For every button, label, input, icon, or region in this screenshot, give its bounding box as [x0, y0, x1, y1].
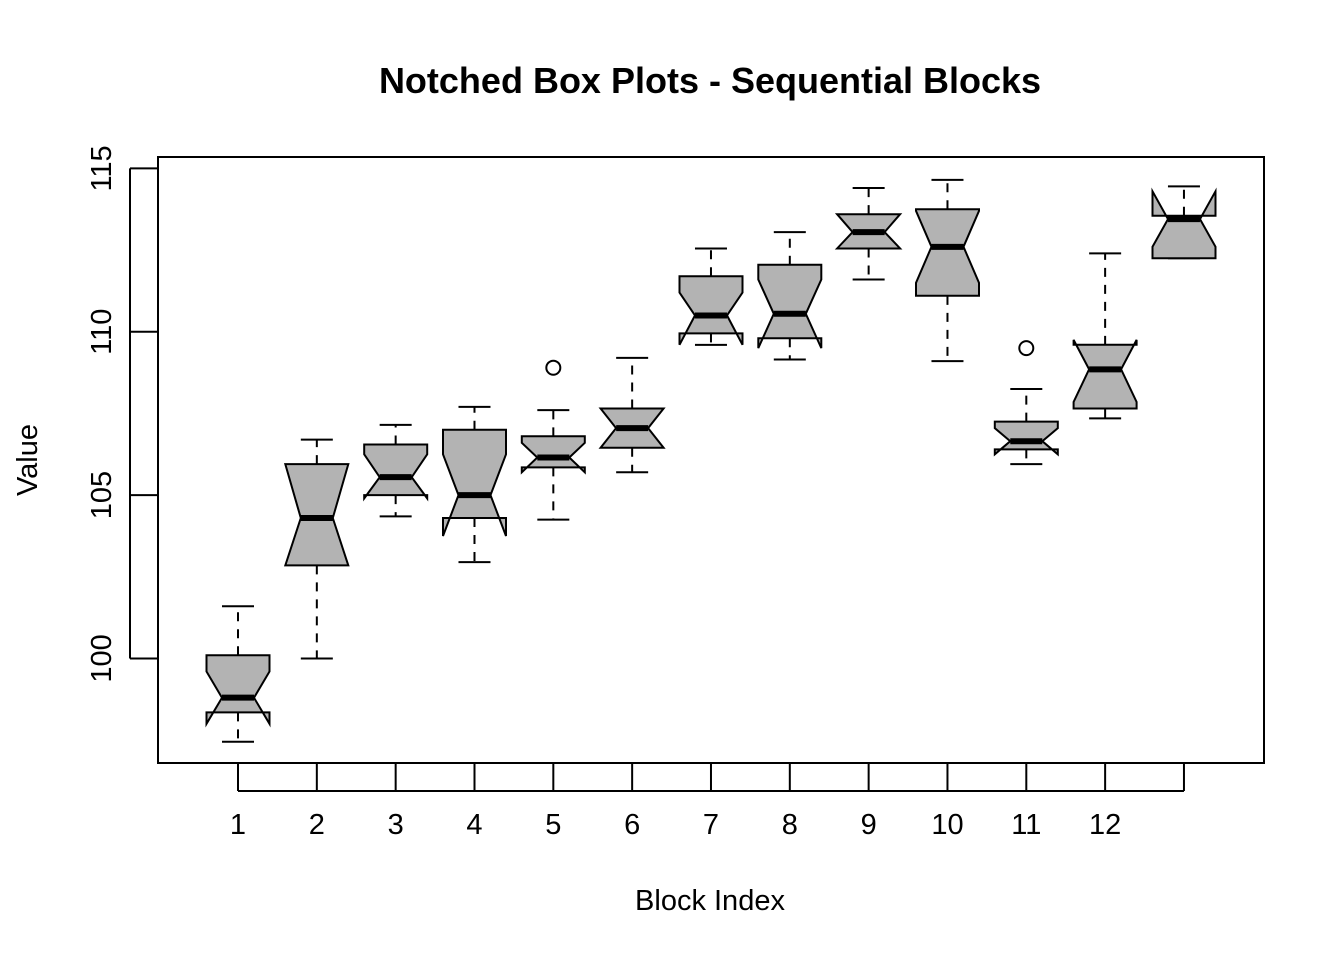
x-tick-label: 11: [1011, 809, 1041, 841]
box-group: [283, 438, 350, 660]
x-tick-label: 10: [931, 809, 963, 841]
y-tick-label: 110: [86, 309, 118, 355]
y-axis-label: Value: [12, 424, 44, 496]
y-axis-ticks: 100 105 110 115: [86, 145, 158, 683]
x-tick-label: 4: [466, 809, 482, 841]
notched-box: [1151, 187, 1217, 260]
x-tick-label: 2: [309, 809, 325, 841]
box-group: [598, 356, 666, 474]
x-tick-label: 1: [230, 809, 246, 841]
box-group: [442, 405, 507, 564]
box-group: [834, 187, 903, 281]
box-group: [1072, 252, 1138, 420]
x-tick-label: 8: [782, 809, 798, 841]
box-group: [363, 423, 429, 518]
x-axis-label: Block Index: [635, 885, 785, 917]
notched-box: [915, 208, 980, 297]
box-group: [915, 178, 980, 363]
box-group: [205, 605, 271, 743]
outlier-point: [545, 359, 562, 376]
x-tick-label: 12: [1089, 809, 1121, 841]
notched-box: [993, 420, 1059, 457]
notched-box: [205, 654, 271, 728]
notched-box: [363, 443, 429, 502]
box-series: [205, 178, 1217, 743]
box-group: [678, 247, 744, 346]
notched-box: [678, 275, 744, 346]
notched-box: [520, 435, 586, 475]
box-group: [520, 359, 586, 521]
x-tick-label: 9: [861, 809, 877, 841]
x-tick-label: 5: [545, 809, 561, 841]
notched-box: [757, 263, 823, 349]
y-tick-label: 100: [86, 634, 118, 682]
x-tick-label: 7: [703, 809, 719, 841]
box-group: [757, 231, 823, 361]
x-tick-label: 6: [624, 809, 640, 841]
chart-title: Notched Box Plots - Sequential Blocks: [379, 60, 1041, 101]
y-tick-label: 115: [86, 145, 118, 191]
outlier-point: [1018, 340, 1035, 357]
box-group: [993, 340, 1059, 466]
x-axis-ticks: 1 2 3 4 5 6 7 8 9 10 11 12: [230, 763, 1185, 841]
notched-box: [1072, 339, 1138, 410]
x-tick-label: 3: [388, 809, 404, 841]
y-tick-label: 105: [86, 471, 118, 519]
box-group: [1151, 185, 1217, 260]
notched-box: [442, 428, 507, 537]
notched-box: [283, 463, 350, 567]
